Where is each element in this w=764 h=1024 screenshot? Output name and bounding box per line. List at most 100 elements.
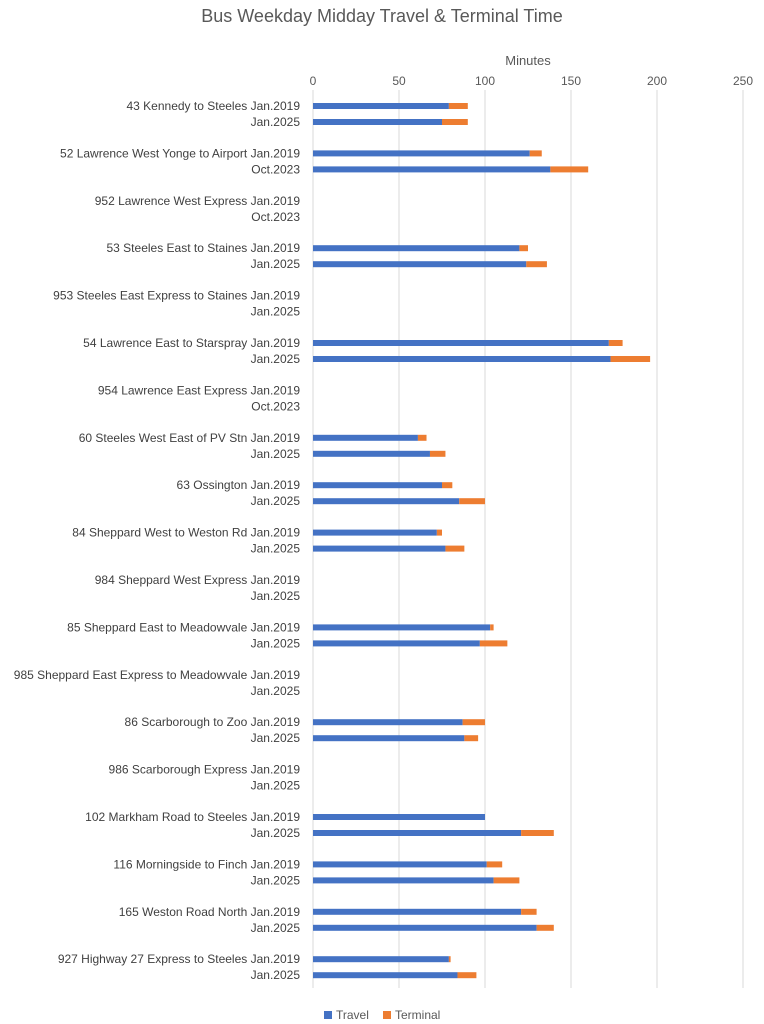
route-label: 953 Steeles East Express to Staines xyxy=(53,289,247,303)
legend-label: Terminal xyxy=(395,1008,440,1022)
period-label: Jan.2025 xyxy=(251,257,301,271)
period-label: Oct.2023 xyxy=(251,399,300,413)
category-label: 954 Lawrence East Express Jan.2019 xyxy=(98,383,300,397)
route-label: 53 Steeles East to Staines xyxy=(107,241,248,255)
category-label: Jan.2025 xyxy=(251,589,301,603)
travel-bar xyxy=(313,877,494,884)
x-tick-label: 250 xyxy=(733,74,753,88)
travel-bar xyxy=(313,150,530,157)
period-label: Jan.2025 xyxy=(251,968,301,982)
gridlines xyxy=(312,90,744,988)
period-label: Jan.2025 xyxy=(251,589,301,603)
period-label: Jan.2019 xyxy=(251,620,301,634)
route-label: 986 Scarborough Express xyxy=(109,763,248,777)
travel-bar xyxy=(313,450,430,457)
route-label: 985 Sheppard East Express to Meadowvale xyxy=(14,668,248,682)
period-label: Jan.2019 xyxy=(251,336,301,350)
terminal-bar xyxy=(436,529,442,536)
period-label: Oct.2023 xyxy=(251,210,300,224)
period-label: Jan.2019 xyxy=(251,99,301,113)
x-tick-label: 0 xyxy=(310,74,317,88)
category-label: Jan.2025 xyxy=(251,968,301,982)
legend: Travel Terminal xyxy=(324,1008,440,1022)
terminal-bar xyxy=(462,719,485,726)
period-label: Jan.2025 xyxy=(251,873,301,887)
category-label: Oct.2023 xyxy=(251,210,300,224)
route-label: 86 Scarborough to Zoo xyxy=(125,715,248,729)
terminal-bar xyxy=(526,261,547,268)
legend-swatch xyxy=(383,1011,391,1019)
terminal-bar xyxy=(610,356,651,362)
period-label: Jan.2019 xyxy=(251,573,301,587)
terminal-bar xyxy=(536,924,554,931)
x-tick-label: 200 xyxy=(647,74,667,88)
period-label: Jan.2025 xyxy=(251,636,301,650)
category-label: 53 Steeles East to Staines Jan.2019 xyxy=(107,241,301,255)
category-label: 984 Sheppard West Express Jan.2019 xyxy=(95,573,301,587)
period-label: Jan.2019 xyxy=(251,289,301,303)
terminal-bar xyxy=(608,340,623,346)
category-label: 86 Scarborough to Zoo Jan.2019 xyxy=(125,715,301,729)
category-label: Jan.2025 xyxy=(251,684,301,698)
category-label: 85 Sheppard East to Meadowvale Jan.2019 xyxy=(67,620,300,634)
period-label: Jan.2025 xyxy=(251,115,301,129)
category-label: 43 Kennedy to Steeles Jan.2019 xyxy=(127,99,301,113)
travel-bar xyxy=(313,924,537,931)
category-label: 52 Lawrence West Yonge to Airport Jan.20… xyxy=(60,146,300,160)
category-label: 952 Lawrence West Express Jan.2019 xyxy=(95,194,301,208)
travel-bar xyxy=(313,166,551,173)
route-label: 984 Sheppard West Express xyxy=(95,573,248,587)
route-label: 954 Lawrence East Express xyxy=(98,383,247,397)
route-label: 52 Lawrence West Yonge to Airport xyxy=(60,146,248,160)
travel-bar xyxy=(313,956,449,963)
chart-title: Bus Weekday Midday Travel & Terminal Tim… xyxy=(201,6,562,26)
travel-bar xyxy=(313,624,491,631)
period-label: Jan.2019 xyxy=(251,763,301,777)
category-label: Jan.2025 xyxy=(251,826,301,840)
route-label: 84 Sheppard West to Weston Rd xyxy=(72,526,247,540)
travel-bar xyxy=(313,356,611,362)
route-label: 54 Lawrence East to Starspray xyxy=(83,336,247,350)
period-label: Jan.2019 xyxy=(251,668,301,682)
category-label: 63 Ossington Jan.2019 xyxy=(177,478,301,492)
bars xyxy=(313,103,651,979)
category-label: 116 Morningside to Finch Jan.2019 xyxy=(113,857,300,871)
category-label: 927 Highway 27 Express to Steeles Jan.20… xyxy=(58,952,301,966)
terminal-bar xyxy=(417,434,427,441)
category-labels: 43 Kennedy to Steeles Jan.2019 Jan.2025 52… xyxy=(14,99,301,982)
x-axis-title: Minutes xyxy=(505,53,551,68)
period-label: Oct.2023 xyxy=(251,162,300,176)
route-label: 63 Ossington xyxy=(177,478,248,492)
route-label: 60 Steeles West East of PV Stn xyxy=(79,431,248,445)
category-label: Oct.2023 xyxy=(251,399,300,413)
period-label: Jan.2019 xyxy=(251,478,301,492)
travel-bar xyxy=(313,719,463,726)
period-label: Jan.2019 xyxy=(251,526,301,540)
route-label: 165 Weston Road North xyxy=(119,905,248,919)
terminal-bar xyxy=(445,545,465,552)
period-label: Jan.2019 xyxy=(251,146,301,160)
period-label: Jan.2025 xyxy=(251,921,301,935)
terminal-bar xyxy=(493,877,520,884)
period-label: Jan.2025 xyxy=(251,731,301,745)
category-label: Jan.2025 xyxy=(251,447,301,461)
period-label: Jan.2019 xyxy=(251,194,301,208)
category-label: 953 Steeles East Express to Staines Jan.… xyxy=(53,289,300,303)
travel-bar xyxy=(313,814,485,820)
legend-label: Travel xyxy=(336,1008,369,1022)
travel-bar xyxy=(313,119,442,125)
terminal-bar xyxy=(529,150,542,157)
travel-bar xyxy=(313,340,609,346)
category-label: Jan.2025 xyxy=(251,873,301,887)
travel-bar xyxy=(313,640,480,647)
category-label: 986 Scarborough Express Jan.2019 xyxy=(109,763,301,777)
category-label: Jan.2025 xyxy=(251,115,301,129)
category-label: Oct.2023 xyxy=(251,162,300,176)
terminal-bar xyxy=(486,861,503,868)
period-label: Jan.2019 xyxy=(251,383,301,397)
route-label: 43 Kennedy to Steeles xyxy=(127,99,248,113)
terminal-bar xyxy=(442,482,453,489)
category-label: Jan.2025 xyxy=(251,636,301,650)
period-label: Jan.2019 xyxy=(251,810,301,824)
terminal-bar xyxy=(521,830,554,836)
